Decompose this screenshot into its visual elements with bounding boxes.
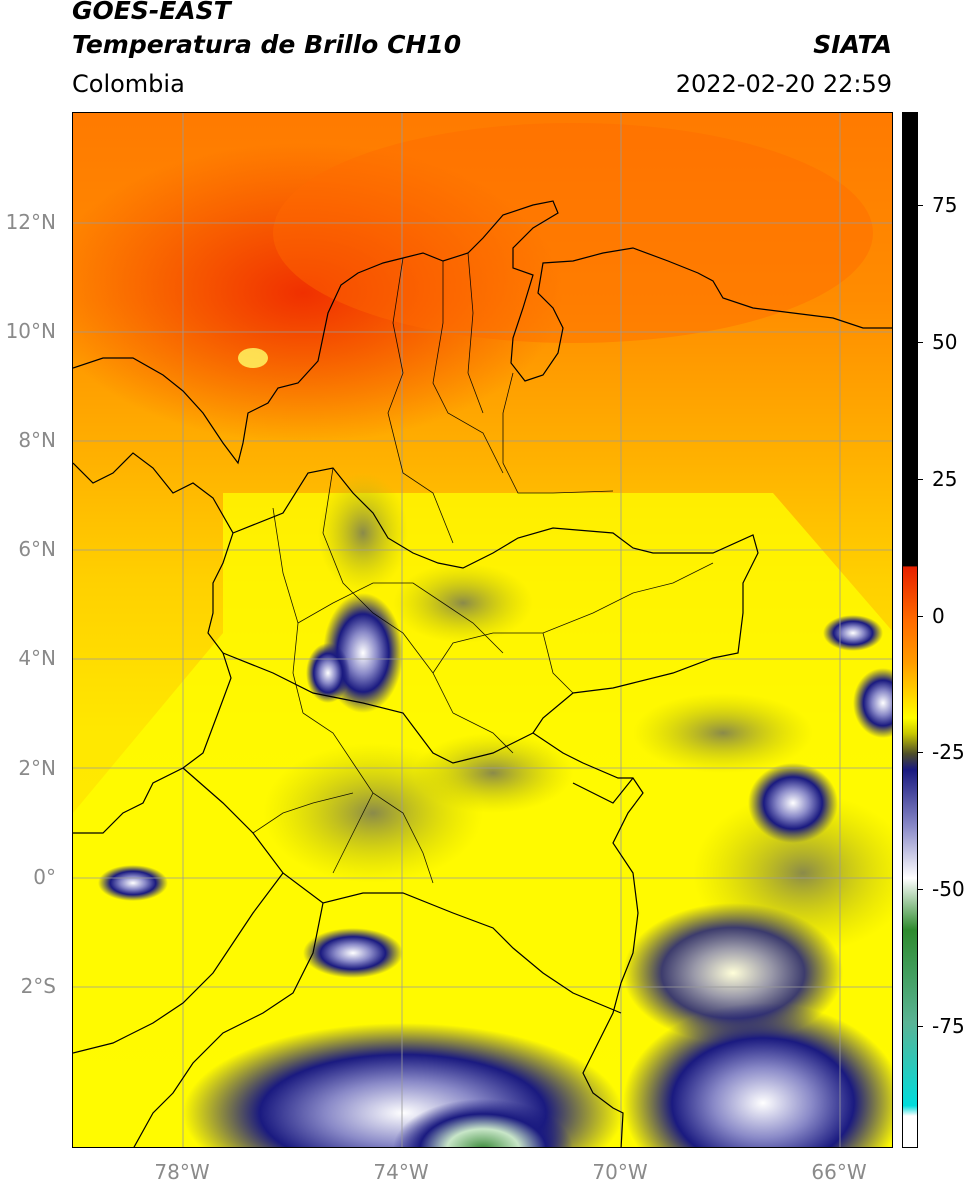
lon-label-70w: 70°W — [592, 1160, 648, 1184]
product-title: Temperatura de Brillo CH10 — [72, 30, 462, 59]
region-label: Colombia — [72, 70, 185, 98]
colorbar-tick-minus50: -50 — [932, 877, 965, 901]
colorbar-tick-minus25: -25 — [932, 740, 965, 764]
colorbar-ramp — [903, 113, 917, 1147]
lat-label-8n: 8°N — [18, 428, 56, 452]
map-canvas — [73, 113, 892, 1147]
lon-label-78w: 78°W — [154, 1160, 210, 1184]
satellite-title: GOES-EAST — [72, 0, 231, 25]
colorbar-tick-75: 75 — [932, 193, 958, 217]
colorbar-tick-minus75: -75 — [932, 1014, 965, 1038]
lat-label-2s: 2°S — [20, 974, 56, 998]
lat-label-4n: 4°N — [18, 646, 56, 670]
organization-label: SIATA — [813, 30, 892, 59]
lon-label-74w: 74°W — [373, 1160, 429, 1184]
warm-region — [73, 143, 563, 443]
lat-label-2n: 2°N — [18, 756, 56, 780]
lat-label-6n: 6°N — [18, 537, 56, 561]
country-borders — [73, 200, 892, 1147]
lat-label-10n: 10°N — [5, 319, 56, 343]
colorbar-tick-25: 25 — [932, 467, 958, 491]
datetime-label: 2022-02-20 22:59 — [675, 70, 892, 98]
lat-label-0: 0° — [33, 865, 56, 889]
lat-label-12n: 12°N — [5, 210, 56, 234]
colorbar-tick-50: 50 — [932, 330, 958, 354]
brightness-temperature-map — [72, 112, 893, 1148]
colorbar-tick-0: 0 — [932, 604, 945, 628]
colorbar — [902, 112, 918, 1148]
lon-label-66w: 66°W — [811, 1160, 867, 1184]
